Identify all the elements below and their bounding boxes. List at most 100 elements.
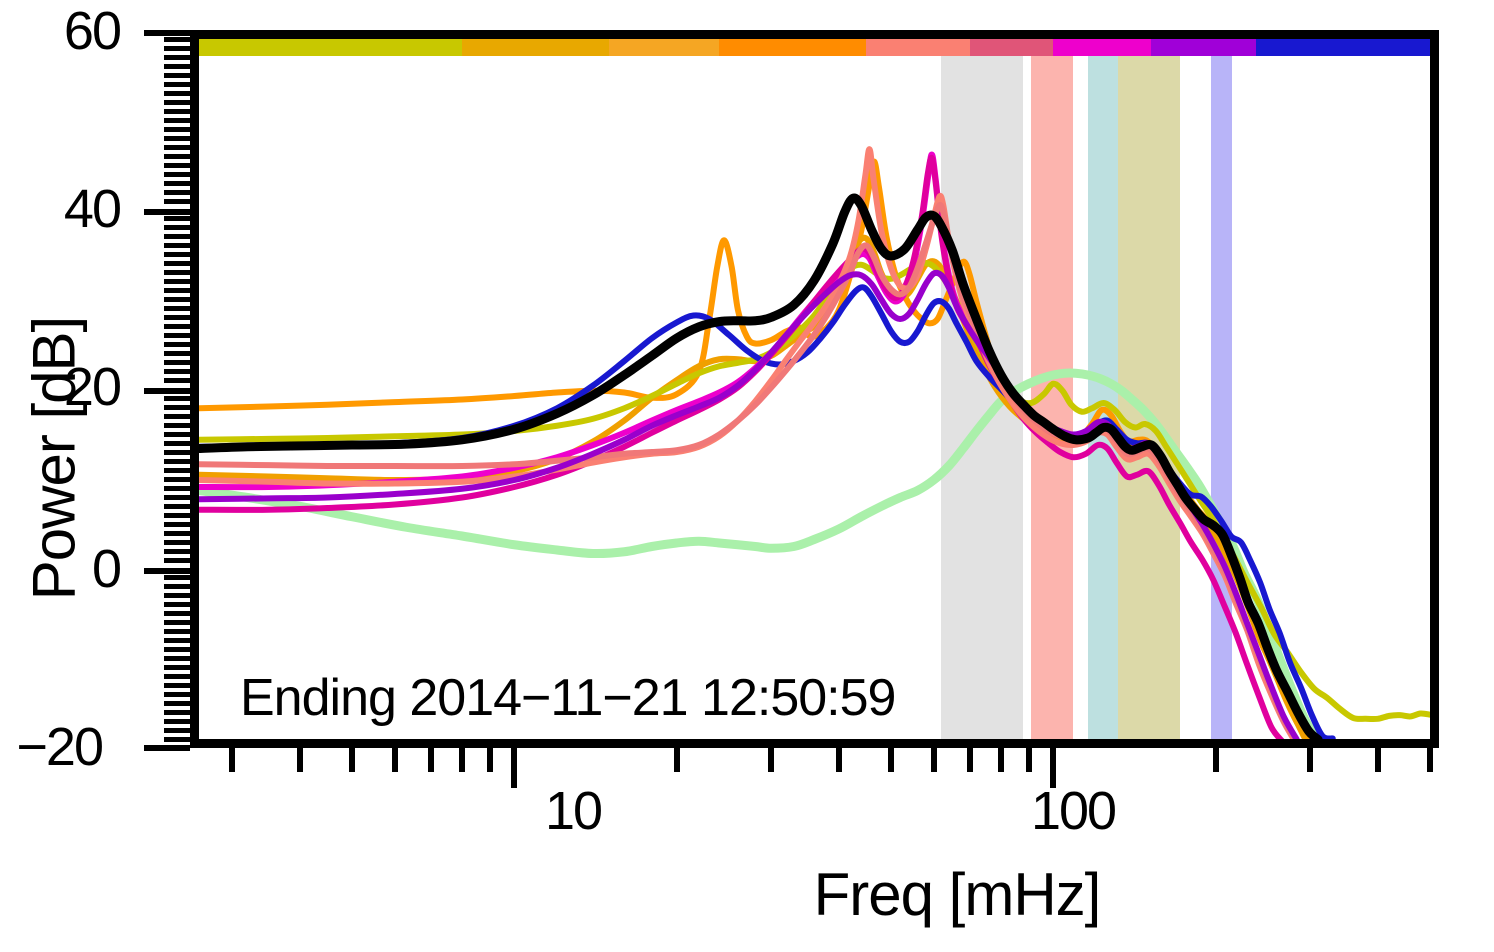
ytick-minor-15 <box>164 431 190 437</box>
ytick-minor-33 <box>164 270 190 276</box>
curve-spectrum-orange-mid <box>199 234 1309 739</box>
ytick-minor-52 <box>164 99 190 105</box>
ytick-label-0: 0 <box>91 539 122 599</box>
ytick-minor-34 <box>164 261 190 267</box>
ytick-minor-27 <box>164 324 190 330</box>
ytick-minor-28 <box>164 315 190 321</box>
y-axis-title: Power [dB] <box>20 316 88 601</box>
ytick-minor--4 <box>164 602 190 608</box>
colorbar-segment-8 <box>1256 39 1430 56</box>
ytick-minor-30 <box>164 297 190 303</box>
ytick-minor-57 <box>164 54 190 60</box>
xtick-minor-90 <box>1025 748 1032 772</box>
ytick-minor-5 <box>164 521 190 527</box>
ytick-minor-36 <box>164 243 190 249</box>
frequency-band-1 <box>1031 39 1074 739</box>
ytick-minor-10 <box>164 476 190 482</box>
xtick-major-100 <box>1050 748 1057 788</box>
ytick-minor-49 <box>164 126 190 132</box>
xtick-minor-3 <box>229 748 236 772</box>
ytick-minor-26 <box>164 333 190 339</box>
ytick-minor-24 <box>164 351 190 357</box>
ytick-minor-56 <box>164 63 190 69</box>
xtick-minor-200 <box>1212 748 1219 772</box>
xtick-minor-40 <box>835 748 842 772</box>
ytick-minor--9 <box>164 647 190 653</box>
ytick-minor-53 <box>164 90 190 96</box>
ytick-minor-4 <box>164 530 190 536</box>
ytick-minor-59 <box>164 36 190 42</box>
curve-spectrum-salmon-b <box>199 201 1299 739</box>
ytick-minor-1 <box>164 557 190 563</box>
ytick-minor--6 <box>164 620 190 626</box>
ytick-major-0 <box>144 568 190 574</box>
ytick-minor-18 <box>164 404 190 410</box>
ytick-minor-38 <box>164 225 190 231</box>
xtick-label-10: 10 <box>544 781 603 841</box>
ytick-minor--18 <box>164 728 190 734</box>
ending-timestamp-annotation: Ending 2014−11−21 12:50:59 <box>240 669 896 727</box>
ytick-minor-6 <box>164 512 190 518</box>
curve-mean-spectrum <box>199 193 1323 739</box>
colorbar-segment-3 <box>719 39 868 56</box>
ytick-minor--13 <box>164 683 190 689</box>
ytick-minor--19 <box>164 737 190 743</box>
ytick-minor--17 <box>164 719 190 725</box>
ytick-minor--11 <box>164 665 190 671</box>
ytick-label-minus20: −20 <box>16 717 104 777</box>
ytick-minor-21 <box>164 378 190 384</box>
colorbar-segment-4 <box>866 39 971 56</box>
xtick-minor-400 <box>1374 748 1381 772</box>
ytick-minor--15 <box>164 701 190 707</box>
ytick-major-minus20 <box>144 745 190 751</box>
ytick-minor-3 <box>164 539 190 545</box>
ytick-minor-22 <box>164 369 190 375</box>
ytick-minor--12 <box>164 674 190 680</box>
ytick-minor-8 <box>164 494 190 500</box>
ytick-minor-17 <box>164 413 190 419</box>
ytick-label-60: 60 <box>63 1 122 61</box>
plot-inner-clip <box>199 39 1430 739</box>
ytick-minor--10 <box>164 656 190 662</box>
ytick-minor--5 <box>164 611 190 617</box>
ytick-minor-13 <box>164 449 190 455</box>
ytick-minor--16 <box>164 710 190 716</box>
colorbar-segment-5 <box>969 39 1055 56</box>
ytick-minor-35 <box>164 252 190 258</box>
xtick-minor-300 <box>1307 748 1314 772</box>
xtick-minor-4 <box>296 748 303 772</box>
ytick-minor-16 <box>164 422 190 428</box>
colorbar-segment-1 <box>462 39 611 56</box>
xtick-minor-9 <box>486 748 493 772</box>
xtick-minor-60 <box>930 748 937 772</box>
ytick-minor--1 <box>164 575 190 581</box>
ytick-minor-14 <box>164 440 190 446</box>
x-axis-title: Freq [mHz] <box>813 861 1102 928</box>
ytick-minor-55 <box>164 72 190 78</box>
ytick-minor-31 <box>164 288 190 294</box>
ytick-minor-42 <box>164 189 190 195</box>
ytick-minor-9 <box>164 485 190 491</box>
frequency-band-3 <box>1118 39 1181 739</box>
ytick-minor-23 <box>164 360 190 366</box>
xtick-minor-30 <box>768 748 775 772</box>
ytick-minor-25 <box>164 342 190 348</box>
ytick-label-40: 40 <box>63 179 122 239</box>
ytick-minor-45 <box>164 162 190 168</box>
ytick-minor-7 <box>164 503 190 509</box>
ytick-minor-29 <box>164 306 190 312</box>
ytick-minor-32 <box>164 279 190 285</box>
xtick-minor-5 <box>349 748 356 772</box>
ytick-minor-2 <box>164 548 190 554</box>
spectrum-channel-colorbar <box>199 39 1430 56</box>
xtick-minor-50 <box>888 748 895 772</box>
ytick-major-40 <box>144 209 190 215</box>
xtick-minor-500 <box>1427 748 1433 772</box>
curve-spectrum-blue <box>199 284 1336 739</box>
colorbar-segment-0 <box>199 39 464 56</box>
colorbar-segment-6 <box>1053 39 1153 56</box>
ytick-minor-58 <box>164 45 190 51</box>
ytick-major-20 <box>144 388 190 394</box>
xtick-minor-6 <box>391 748 398 772</box>
